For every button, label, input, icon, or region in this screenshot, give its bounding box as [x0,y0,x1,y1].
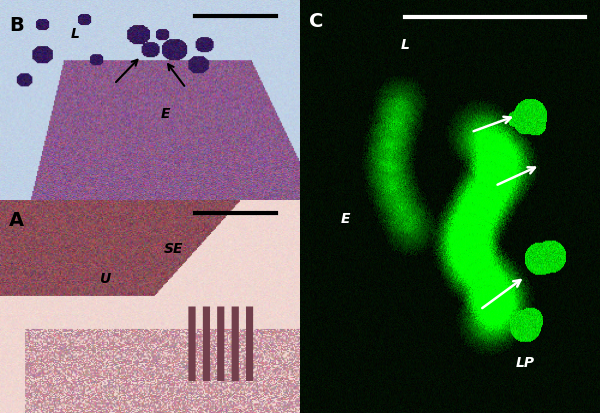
Text: C: C [309,12,323,31]
Text: L: L [401,38,409,52]
Text: B: B [9,16,24,35]
Text: U: U [100,272,110,286]
Text: E: E [160,107,170,121]
Text: SE: SE [164,242,184,256]
Text: L: L [71,27,79,41]
Text: LP: LP [515,356,535,370]
Text: A: A [9,211,24,230]
Text: E: E [340,212,350,226]
